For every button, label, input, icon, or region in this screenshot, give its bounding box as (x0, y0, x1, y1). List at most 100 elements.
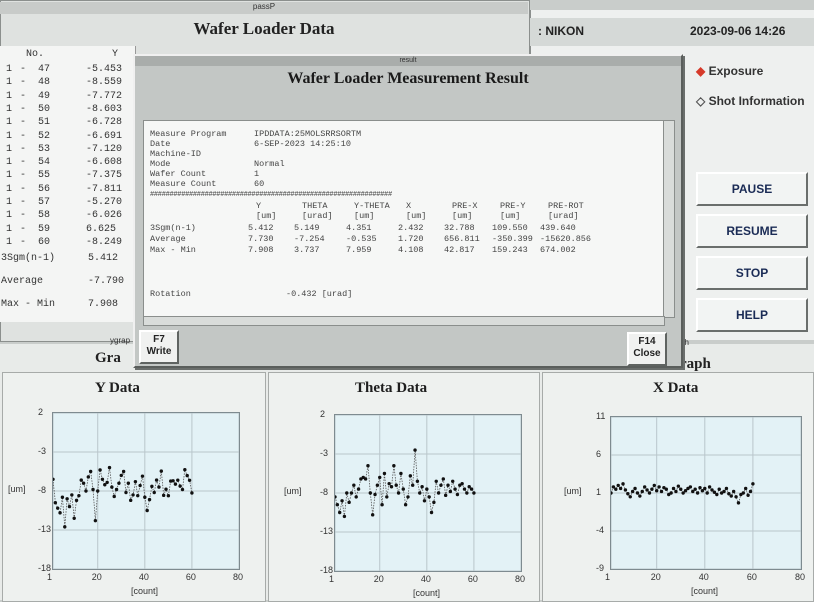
summary-value: -7.790 (88, 276, 125, 287)
y-data-point (63, 525, 67, 529)
measure-program-label: Measure Program (150, 129, 227, 139)
x-tick-label: 80 (795, 572, 806, 582)
table-cell-no: 51 (38, 117, 51, 129)
table-cell-sep: - (20, 197, 27, 208)
table-cell-no: 50 (38, 103, 51, 115)
data-table[interactable]: No. Y 1-47 -5.453 1-48 -8.559 1-49 -7.772 1-50… (0, 46, 136, 322)
y-data-point (133, 479, 138, 484)
table-row[interactable]: 1-57 -5.270 (0, 197, 135, 209)
result-cell: 7.959 (346, 245, 372, 255)
write-button[interactable]: F7 Write (139, 330, 179, 364)
y-data-point (84, 489, 88, 493)
theta-data-point (335, 495, 337, 499)
y-data-point (180, 487, 185, 492)
theta-data-point (370, 513, 375, 517)
y-data-point (81, 481, 86, 485)
window-titlebar[interactable]: passP (0, 2, 528, 14)
help-button[interactable]: HELP (696, 298, 808, 332)
theta-data-point (420, 485, 424, 489)
measure-count-label: Measure Count (150, 179, 217, 189)
theta-data-point (394, 483, 398, 487)
theta-data-point (472, 491, 476, 495)
result-cell: 159.243 (492, 245, 528, 255)
y-tick-label: -18 (320, 565, 334, 575)
table-row[interactable]: 1-59 6.625 (0, 224, 135, 236)
table-row[interactable]: 1-51 -6.728 (0, 117, 135, 129)
radio-exposure[interactable]: ◆ Exposure (696, 64, 763, 78)
result-column-header: PRE-Y (500, 201, 526, 211)
theta-data-chart-title: Theta Data (355, 380, 428, 396)
table-row[interactable]: 1-48 -8.559 (0, 77, 135, 89)
summary-row: 3Sgm(n-1) 5.412 (0, 252, 135, 266)
diamond-filled-icon: ◆ (696, 64, 706, 78)
table-cell-no: 52 (38, 130, 51, 142)
table-row[interactable]: 1-60 -8.249 (0, 237, 135, 249)
table-cell-sep: - (20, 103, 27, 115)
pause-button[interactable]: PAUSE (696, 172, 808, 206)
x-data-point (707, 485, 712, 489)
table-cell-sep: - (20, 90, 27, 102)
theta-data-point (469, 487, 474, 491)
theta-data-point (429, 510, 434, 515)
theta-data-point (465, 491, 469, 495)
table-row[interactable]: 1-58 -6.026 (0, 210, 135, 222)
resume-button[interactable]: RESUME (696, 214, 808, 248)
x-data-point (712, 490, 717, 494)
table-cell-a: 1 (6, 210, 13, 222)
result-column-header: PRE-ROT (548, 201, 584, 211)
table-row[interactable]: 1-56 -7.811 (0, 184, 135, 196)
vertical-scrollbar[interactable] (663, 120, 675, 318)
table-cell-y: 6.625 (86, 223, 117, 235)
y-data-point (159, 469, 164, 473)
x-data-point (664, 487, 669, 491)
theta-data-point (335, 503, 340, 507)
theta-data-point (434, 479, 438, 483)
close-button[interactable]: F14 Close (627, 332, 667, 366)
table-cell-a: 1 (6, 64, 13, 75)
y-data-point (114, 487, 119, 492)
x-data-point (642, 485, 647, 489)
table-row[interactable]: 1-52 -6.691 (0, 131, 135, 143)
radio-shot-information[interactable]: ◇ Shot Information (696, 94, 805, 108)
table-cell-y: -7.120 (86, 143, 123, 155)
x-tick-label: 80 (515, 574, 526, 584)
y-data-point (178, 484, 182, 488)
y-data-point (72, 516, 76, 520)
table-row[interactable]: 1-49 -7.772 (0, 91, 135, 103)
result-text-area[interactable]: Measure Program IPDDATA:25MOLSRRSORTM Da… (143, 120, 665, 318)
x-data-point (611, 491, 613, 495)
result-cell: 674.002 (540, 245, 576, 255)
table-row[interactable]: 1-55 -7.375 (0, 170, 135, 182)
horizontal-scrollbar[interactable] (143, 316, 665, 326)
theta-data-point (441, 477, 446, 481)
theta-data-point (413, 448, 417, 452)
machine-id-label: Machine-ID (150, 149, 202, 159)
dialog-titlebar[interactable]: result (135, 56, 681, 66)
table-row[interactable]: 1-50 -8.603 (0, 104, 135, 116)
table-cell-no: 48 (38, 77, 51, 89)
table-row[interactable]: 1-47 -5.453 (0, 64, 135, 76)
x-tick-label: 20 (373, 574, 384, 584)
result-column-unit: [um] (354, 211, 375, 221)
theta-data-series-line (335, 450, 475, 517)
x-data-point (614, 487, 618, 491)
x-tick-label: 40 (138, 572, 149, 582)
result-cell: -15620.856 (540, 234, 592, 244)
table-row[interactable]: 1-53 -7.120 (0, 144, 135, 156)
stop-button[interactable]: STOP (696, 256, 808, 290)
table-cell-no: 49 (38, 90, 51, 102)
x-tick-label: 1 (605, 572, 611, 582)
y-data-point (147, 497, 152, 502)
xgraph-titlebar[interactable]: ph (680, 338, 689, 347)
y-data-point (98, 468, 102, 472)
column-header-y: Y (112, 49, 119, 60)
table-cell-y: -5.270 (86, 197, 123, 208)
table-row[interactable]: 1-54 -6.608 (0, 157, 135, 169)
ygraph-titlebar[interactable]: ygrap (110, 336, 131, 345)
close-label: Close (633, 348, 661, 359)
write-key-label: F7 (153, 334, 165, 345)
y-tick-label: -8 (320, 487, 329, 497)
x-data-point (611, 485, 616, 489)
table-cell-a: 1 (6, 143, 13, 155)
y-tick-label: -4 (596, 525, 605, 535)
